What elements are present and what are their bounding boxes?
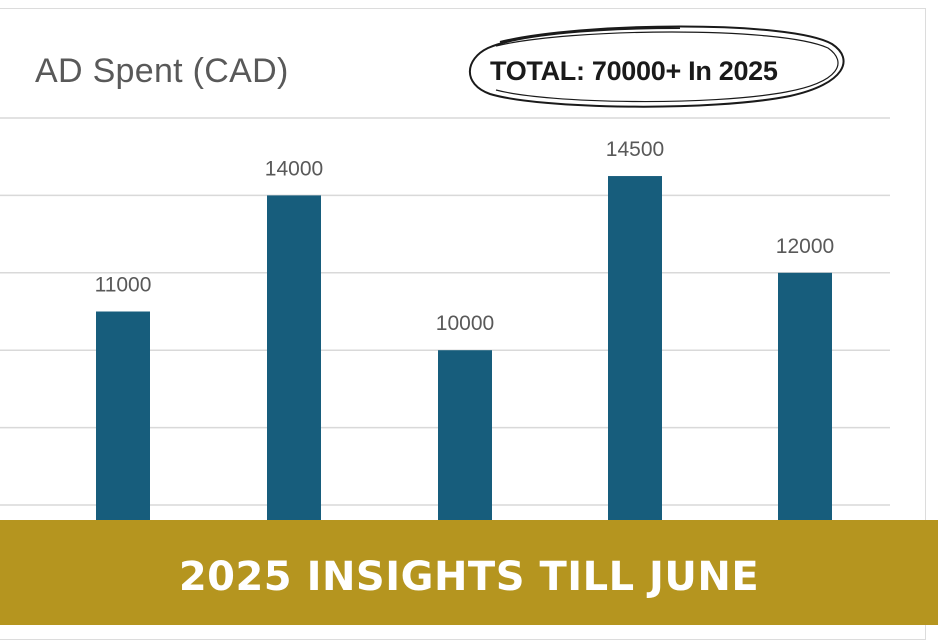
chart-title: AD Spent (CAD) <box>35 52 289 90</box>
hand-drawn-ellipse <box>469 25 845 108</box>
data-label: 14000 <box>265 157 323 180</box>
total-annotation: TOTAL: 70000+ In 2025 <box>490 56 778 86</box>
insights-banner: 2025 INSIGHTS TILL JUNE <box>0 520 938 625</box>
data-label: 11000 <box>95 274 152 297</box>
data-label: 10000 <box>436 312 494 335</box>
banner-title: 2025 INSIGHTS TILL JUNE <box>178 554 760 600</box>
data-label: 14500 <box>606 138 664 161</box>
data-label: 12000 <box>776 235 834 258</box>
